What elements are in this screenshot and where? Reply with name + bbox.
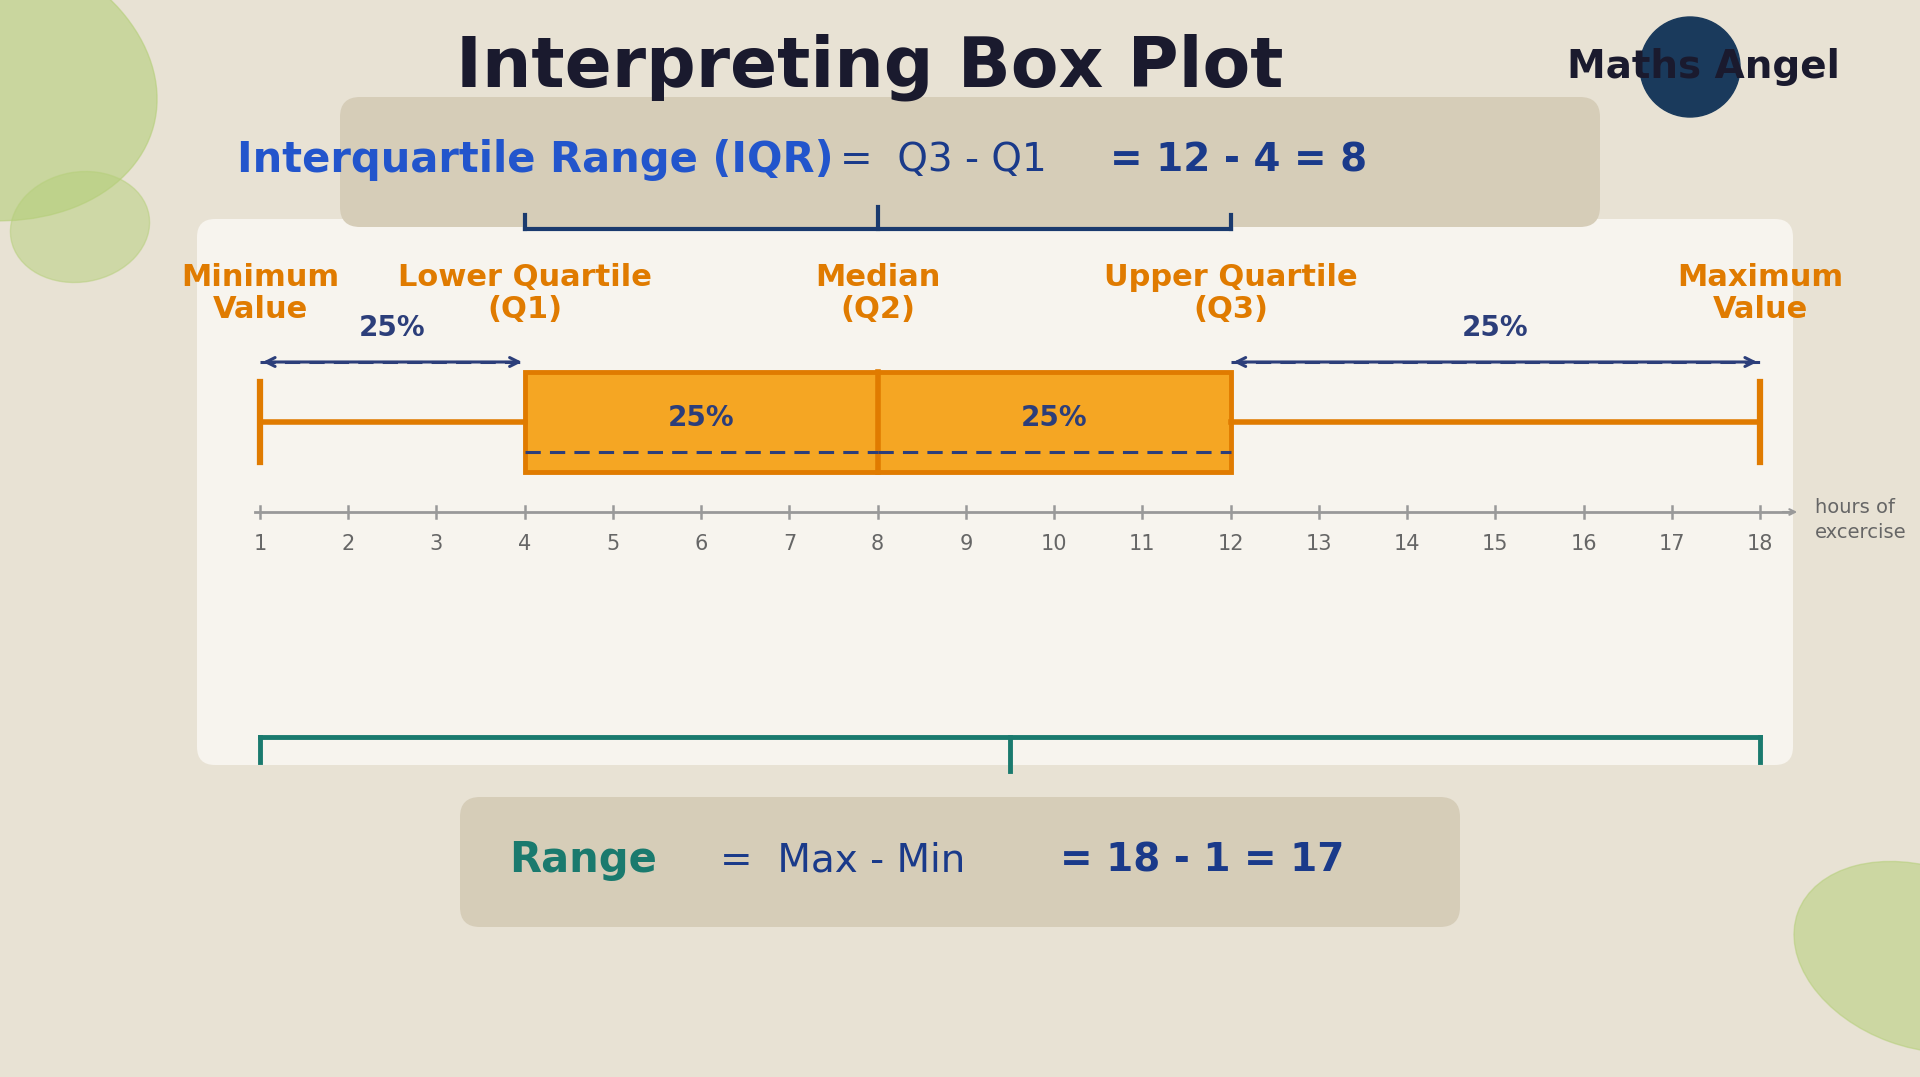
Ellipse shape	[0, 0, 157, 221]
Text: =  Max - Min: = Max - Min	[720, 841, 966, 879]
Text: 17: 17	[1659, 534, 1686, 554]
Text: Lower Quartile: Lower Quartile	[397, 263, 651, 292]
Text: 25%: 25%	[359, 314, 426, 342]
Text: 25%: 25%	[1021, 404, 1087, 432]
Text: 10: 10	[1041, 534, 1068, 554]
Text: (Q3): (Q3)	[1192, 294, 1267, 323]
Ellipse shape	[1793, 862, 1920, 1052]
Text: 5: 5	[607, 534, 620, 554]
Text: 25%: 25%	[1461, 314, 1528, 342]
Text: 2: 2	[342, 534, 355, 554]
Text: Value: Value	[213, 294, 307, 323]
Text: 14: 14	[1394, 534, 1421, 554]
Text: Upper Quartile: Upper Quartile	[1104, 263, 1357, 292]
Text: Interquartile Range (IQR): Interquartile Range (IQR)	[236, 139, 833, 181]
Text: 8: 8	[872, 534, 885, 554]
Text: 7: 7	[783, 534, 797, 554]
Text: hours of
excercise: hours of excercise	[1814, 498, 1907, 542]
Text: 15: 15	[1482, 534, 1509, 554]
Text: 3: 3	[430, 534, 444, 554]
Text: 12: 12	[1217, 534, 1244, 554]
Text: Median: Median	[814, 263, 941, 292]
Text: (Q2): (Q2)	[841, 294, 916, 323]
Text: 4: 4	[518, 534, 532, 554]
Text: 18: 18	[1747, 534, 1774, 554]
Ellipse shape	[10, 171, 150, 282]
Text: 9: 9	[960, 534, 973, 554]
Text: Interpreting Box Plot: Interpreting Box Plot	[457, 33, 1284, 101]
Text: Maximum: Maximum	[1676, 263, 1843, 292]
Text: 6: 6	[695, 534, 708, 554]
Text: 1: 1	[253, 534, 267, 554]
Text: 16: 16	[1571, 534, 1597, 554]
Text: (Q1): (Q1)	[488, 294, 563, 323]
Text: 11: 11	[1129, 534, 1156, 554]
Text: Minimum: Minimum	[180, 263, 340, 292]
FancyBboxPatch shape	[198, 219, 1793, 765]
FancyBboxPatch shape	[461, 797, 1459, 927]
Text: 13: 13	[1306, 534, 1332, 554]
Text: = 12 - 4 = 8: = 12 - 4 = 8	[1110, 141, 1367, 179]
Text: 25%: 25%	[668, 404, 735, 432]
Text: Value: Value	[1713, 294, 1807, 323]
Text: =  Q3 - Q1: = Q3 - Q1	[841, 141, 1046, 179]
Ellipse shape	[1640, 17, 1740, 117]
FancyBboxPatch shape	[340, 97, 1599, 227]
Text: Range: Range	[509, 839, 657, 881]
Text: Maths Angel: Maths Angel	[1567, 48, 1839, 86]
Bar	[524, 372, 1231, 472]
Text: = 18 - 1 = 17: = 18 - 1 = 17	[1060, 841, 1344, 879]
